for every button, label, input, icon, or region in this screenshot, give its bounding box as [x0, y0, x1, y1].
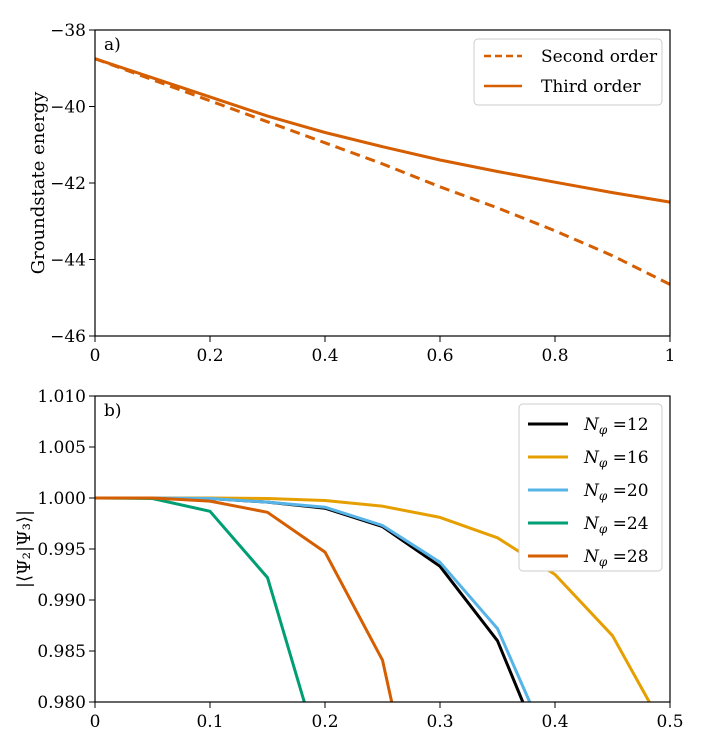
panel-b-ylabel: |⟨Ψ₂|Ψ₃⟩|: [14, 510, 35, 588]
legend-label-n-28: Nφ =28: [583, 547, 649, 569]
panel-a-ytick-label: −44: [50, 251, 86, 271]
panel-b-ytick-label: 0.990: [37, 591, 86, 611]
panel-a-ytick-label: −38: [50, 21, 86, 41]
legend-label-n-20: Nφ =20: [583, 481, 649, 503]
panel-a-ytick-label: −46: [50, 327, 86, 347]
panel-b-legend-entries: Nφ =12 Nφ =16 Nφ =20 Nφ =24 Nφ =28: [528, 415, 649, 569]
panel-b-label: b): [104, 401, 122, 421]
panel-b-xtick-label: 0.4: [541, 712, 568, 732]
panel-b-ytick-label: 1.000: [37, 489, 86, 509]
series-line-n-12: [95, 496, 525, 702]
legend-label-n-24: Nφ =24: [583, 514, 649, 536]
panel-a-ticks: 0 0.2 0.4 0.6 0.8 1 −46 −44 −42 −40 −38: [50, 21, 675, 366]
panel-b-ytick-label: 1.010: [37, 387, 86, 407]
series-line-second-order: [94, 57, 671, 286]
panel-a-xtick-label: 1: [665, 346, 676, 366]
panel-b: 0 0.1 0.2 0.3 0.4 0.5 0.980 0.985 0.990 0.995 1.00…: [14, 387, 684, 732]
panel-a-xtick-label: 0.2: [196, 346, 223, 366]
series-line-n-24: [95, 496, 306, 702]
panel-a-xtick-label: 0.6: [426, 346, 453, 366]
panel-a-series-lines: [94, 57, 671, 286]
panel-b-xtick-label: 0: [90, 712, 101, 732]
panel-a-xtick-label: 0.8: [541, 346, 568, 366]
panel-b-legend-box: [518, 403, 663, 572]
panel-b-frame: [94, 395, 671, 703]
panel-b-xtick-label: 0.2: [311, 712, 338, 732]
panel-a-label: a): [104, 35, 121, 55]
series-line-third-order: [94, 57, 671, 204]
legend-label-third-order: Third order: [541, 77, 641, 97]
panel-a-ylabel: Groundstate energy: [28, 91, 49, 274]
panel-b-ytick-label: 0.980: [37, 693, 86, 713]
series-line-n-28: [95, 496, 394, 702]
panel-b-ytick-label: 0.985: [37, 642, 86, 662]
panel-a-ytick-label: −40: [50, 98, 86, 118]
legend-label-n-12: Nφ =12: [583, 415, 649, 437]
panel-a-ytick-label: −42: [50, 174, 86, 194]
panel-b-series-lines: [95, 496, 651, 702]
legend-label-second-order: Second order: [541, 47, 658, 67]
panel-b-xtick-label: 0.3: [426, 712, 453, 732]
panel-b-ticks: 0 0.1 0.2 0.3 0.4 0.5 0.980 0.985 0.990 0.995 1.00…: [37, 387, 683, 732]
panel-a: 0 0.2 0.4 0.6 0.8 1 −46 −44 −42 −40 −38 a) Grounds…: [28, 21, 675, 366]
panel-b-xtick-label: 0.1: [196, 712, 223, 732]
panel-b-ytick-label: 0.995: [37, 540, 86, 560]
panel-b-legend: Nφ =12 Nφ =16 Nφ =20 Nφ =24 Nφ =28: [518, 403, 663, 572]
panel-a-xtick-label: 0: [90, 346, 101, 366]
panel-b-ytick-label: 1.005: [37, 438, 86, 458]
legend-label-n-16: Nφ =16: [583, 448, 649, 470]
panel-a-xtick-label: 0.4: [311, 346, 338, 366]
panel-a-frame: [94, 29, 671, 337]
panel-b-xtick-label: 0.5: [656, 712, 683, 732]
panel-a-legend: Second order Third order: [473, 38, 663, 106]
